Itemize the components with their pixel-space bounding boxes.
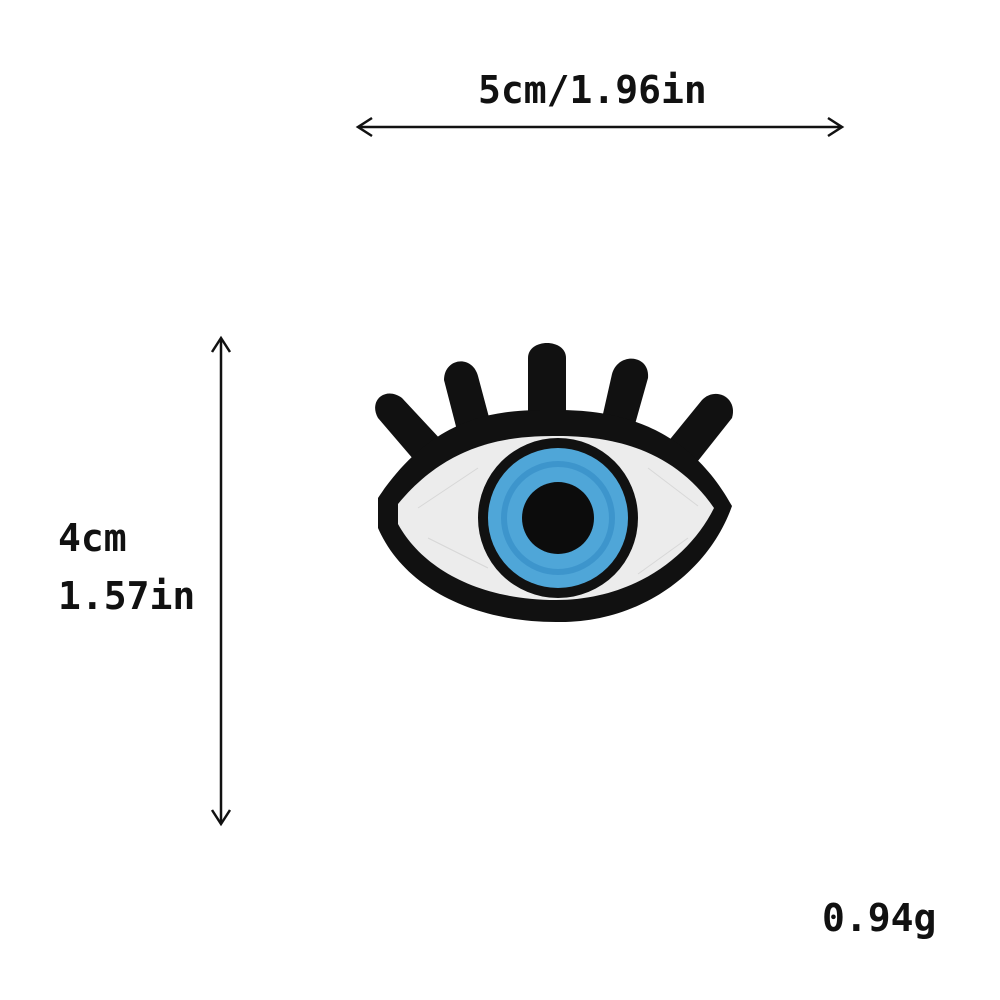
- height-in-label: 1.57in: [58, 574, 196, 618]
- eye-pupil: [522, 482, 594, 554]
- height-arrow: [210, 335, 232, 827]
- width-label: 5cm/1.96in: [478, 68, 707, 112]
- weight-label: 0.94g: [822, 896, 937, 940]
- iris-inner-shade: [501, 461, 615, 575]
- height-cm-label: 4cm: [58, 516, 127, 560]
- lash-3: [528, 343, 566, 430]
- eye-patch-icon: [375, 343, 734, 623]
- width-arrow: [355, 116, 845, 138]
- stitch-texture: [417, 467, 699, 575]
